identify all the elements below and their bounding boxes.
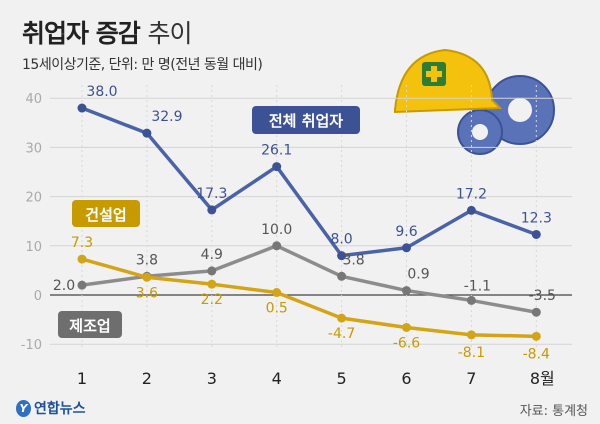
data-label: 4.9 xyxy=(201,247,223,263)
data-label: 38.0 xyxy=(86,84,117,100)
data-point xyxy=(402,286,411,296)
data-label: 3.6 xyxy=(136,285,158,301)
data-label: 0.9 xyxy=(407,267,429,283)
data-point xyxy=(531,331,541,341)
logo-mark-icon: Y xyxy=(16,399,31,417)
data-label: -1.1 xyxy=(464,278,491,294)
legend-label: 제조업 xyxy=(69,317,110,335)
helmet-icon xyxy=(394,48,503,114)
x-tick-label: 1 xyxy=(77,369,87,388)
data-point xyxy=(531,307,541,317)
data-point xyxy=(337,251,347,261)
data-label: -8.1 xyxy=(458,345,485,361)
data-label: 8.0 xyxy=(330,232,352,248)
legend-label: 건설업 xyxy=(85,206,126,224)
y-tick-label: 30 xyxy=(25,141,42,156)
data-point xyxy=(207,266,217,276)
data-point xyxy=(466,330,476,340)
legend-box-bg xyxy=(72,200,140,227)
data-point xyxy=(466,205,476,215)
data-label: 2.2 xyxy=(201,292,223,308)
data-label: 0.5 xyxy=(266,301,288,317)
data-point xyxy=(466,295,476,305)
yonhap-logo: Y 연합뉴스 xyxy=(16,398,86,418)
series-line xyxy=(81,257,537,339)
data-point xyxy=(77,254,87,264)
helmet-gears-illustration xyxy=(394,48,555,155)
data-label: 7.3 xyxy=(71,235,93,251)
legend-box-bg xyxy=(58,311,122,338)
data-point xyxy=(207,279,217,289)
data-point xyxy=(272,241,282,251)
y-tick-label: 0 xyxy=(34,289,42,304)
x-tick-label: 4 xyxy=(272,369,282,388)
y-tick-label: 10 xyxy=(25,240,42,255)
data-point xyxy=(207,205,217,215)
data-label: -6.6 xyxy=(393,335,420,351)
data-point xyxy=(337,271,347,281)
data-point xyxy=(77,103,87,113)
data-point xyxy=(77,280,87,290)
y-tick-label: 40 xyxy=(25,92,42,107)
data-label: 32.9 xyxy=(151,109,182,125)
data-point xyxy=(142,272,152,282)
x-tick-label: 6 xyxy=(401,369,411,388)
data-point xyxy=(337,313,347,323)
data-point xyxy=(272,288,282,298)
data-point xyxy=(402,322,411,332)
chart-title: 취업자 증감 추이 xyxy=(22,14,192,50)
data-label: -8.4 xyxy=(523,346,550,362)
title-bold: 취업자 증감 xyxy=(22,19,141,48)
x-tick-label: 5 xyxy=(337,369,347,388)
x-tick-label: 2 xyxy=(142,369,152,388)
y-tick-label: 20 xyxy=(25,191,42,206)
data-label: 3.8 xyxy=(342,252,364,268)
data-label: 17.2 xyxy=(456,186,487,202)
data-point xyxy=(531,229,541,239)
y-tick-label: -10 xyxy=(21,338,42,353)
data-label: 12.3 xyxy=(521,210,552,226)
legend-box-bg xyxy=(252,106,360,134)
data-label: 10.0 xyxy=(261,222,292,238)
data-point xyxy=(272,162,282,172)
data-label: -3.5 xyxy=(529,288,556,304)
data-label: 9.6 xyxy=(395,224,417,240)
data-label: 26.1 xyxy=(261,143,292,159)
title-light: 추이 xyxy=(147,19,192,48)
data-label: 2.0 xyxy=(53,278,75,294)
legend-label: 전체 취업자 xyxy=(269,112,343,130)
legend-label-box: 건설업 xyxy=(72,200,140,227)
logo-text: 연합뉴스 xyxy=(34,401,86,417)
data-label: 17.3 xyxy=(196,186,227,202)
legend-label-box: 전체 취업자 xyxy=(252,106,360,134)
data-point xyxy=(142,128,152,138)
source-note: 자료: 통계청 xyxy=(519,404,588,419)
data-point xyxy=(402,243,411,253)
series-line xyxy=(81,244,537,314)
x-tick-label: 7 xyxy=(466,369,476,388)
legend-label-box: 제조업 xyxy=(58,311,122,338)
data-label: 3.8 xyxy=(136,252,158,268)
data-label: -4.7 xyxy=(328,326,355,342)
x-tick-label: 8월 xyxy=(530,369,555,388)
series-line xyxy=(81,106,537,258)
chart-subtitle: 15세이상기준, 단위: 만 명(전년 동월 대비) xyxy=(22,57,263,73)
x-tick-label: 3 xyxy=(207,369,217,388)
